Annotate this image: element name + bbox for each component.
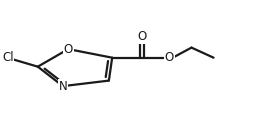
Text: N: N <box>58 80 67 93</box>
Text: O: O <box>138 30 147 43</box>
Text: O: O <box>165 51 174 64</box>
Text: Cl: Cl <box>2 51 14 64</box>
Text: O: O <box>64 43 73 56</box>
